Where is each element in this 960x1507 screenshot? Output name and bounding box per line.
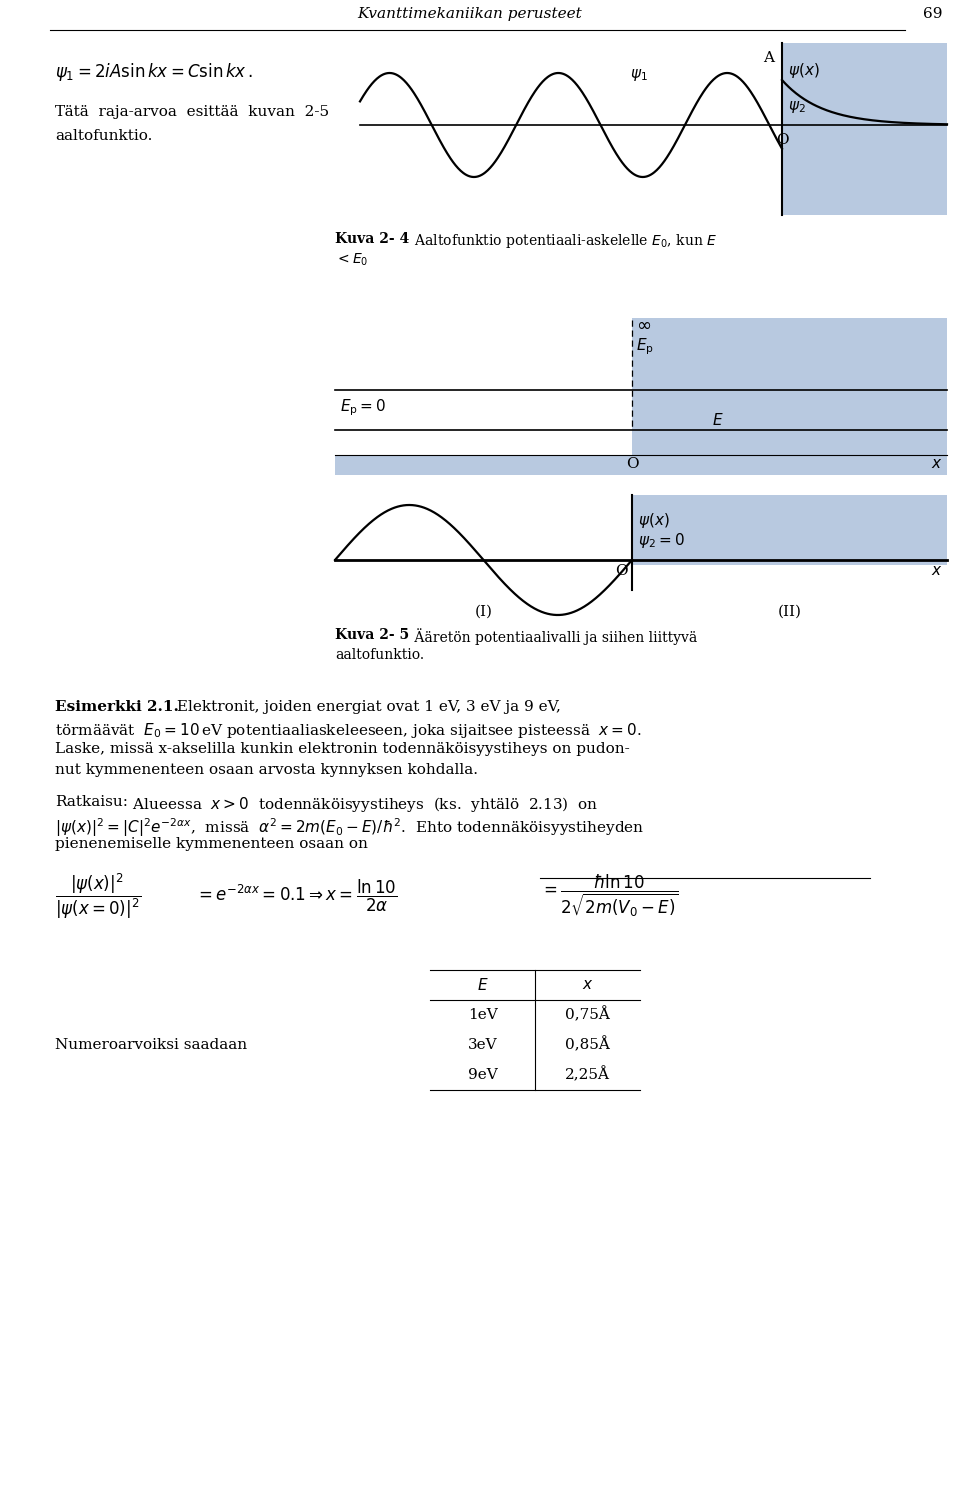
Bar [632, 318, 947, 455]
Text: Elektronit, joiden energiat ovat 1 eV, 3 eV ja 9 eV,: Elektronit, joiden energiat ovat 1 eV, 3… [172, 699, 561, 714]
Text: $\psi_1$: $\psi_1$ [630, 66, 648, 83]
Text: Ääretön potentiaalivalli ja siihen liittyvä: Ääretön potentiaalivalli ja siihen liitt… [410, 628, 697, 645]
Text: $\psi(x)$: $\psi(x)$ [638, 511, 670, 530]
Text: Tätä  raja-arvoa  esittää  kuvan  2-5: Tätä raja-arvoa esittää kuvan 2-5 [55, 105, 329, 119]
Text: $E$: $E$ [712, 411, 724, 428]
Text: Kuva 2- 4: Kuva 2- 4 [335, 232, 409, 246]
Bar [632, 494, 947, 565]
Text: 2,25Å: 2,25Å [565, 1067, 610, 1084]
Text: $x$: $x$ [582, 978, 593, 992]
Text: $|\psi(x)|^2 = |C|^2 e^{-2\alpha x}$,  missä  $\alpha^2 = 2m(E_0 - E)/\hbar^2$. : $|\psi(x)|^2 = |C|^2 e^{-2\alpha x}$, mi… [55, 815, 644, 839]
Text: $\psi_2$: $\psi_2$ [788, 99, 805, 115]
Text: $\psi_1 = 2iA\sin kx = C\sin kx\,.$: $\psi_1 = 2iA\sin kx = C\sin kx\,.$ [55, 60, 253, 83]
Text: $x$: $x$ [931, 564, 943, 579]
Text: (II): (II) [778, 604, 802, 619]
Text: 3eV: 3eV [468, 1038, 497, 1052]
Bar [782, 44, 947, 216]
Text: Laske, missä x-akselilla kunkin elektronin todennäköisyystiheys on pudon-: Laske, missä x-akselilla kunkin elektron… [55, 741, 630, 757]
Text: Aaltofunktio potentiaali-askelelle $E_0$, kun $E$: Aaltofunktio potentiaali-askelelle $E_0$… [410, 232, 717, 250]
Text: $= \dfrac{\hbar\ln 10}{2\sqrt{2m(V_0 - E)}}$: $= \dfrac{\hbar\ln 10}{2\sqrt{2m(V_0 - E… [540, 873, 679, 919]
Text: pienenemiselle kymmenenteen osaan on: pienenemiselle kymmenenteen osaan on [55, 836, 368, 851]
Text: $E$: $E$ [477, 977, 489, 993]
Bar [335, 455, 947, 475]
Text: 9eV: 9eV [468, 1068, 497, 1082]
Text: Alueessa  $x > 0$  todennäköisyystiheys  (ks.  yhtälö  2.13)  on: Alueessa $x > 0$ todennäköisyystiheys (k… [123, 796, 598, 814]
Text: 69: 69 [923, 8, 942, 21]
Text: $= e^{-2\alpha x} = 0.1 \Rightarrow x = \dfrac{\ln 10}{2\alpha}$: $= e^{-2\alpha x} = 0.1 \Rightarrow x = … [195, 879, 397, 915]
Text: $\psi(x)$: $\psi(x)$ [788, 60, 820, 80]
Text: O: O [615, 564, 628, 579]
Text: törmäävät  $E_0 = 10\,$eV potentiaaliaskeleeseen, joka sijaitsee pisteessä  $x =: törmäävät $E_0 = 10\,$eV potentiaaliaske… [55, 720, 641, 740]
Text: nut kymmenenteen osaan arvosta kynnyksen kohdalla.: nut kymmenenteen osaan arvosta kynnyksen… [55, 763, 478, 778]
Text: Kuva 2- 5: Kuva 2- 5 [335, 628, 409, 642]
Text: (I): (I) [474, 604, 492, 619]
Text: O: O [626, 457, 638, 472]
Text: $\dfrac{|\psi(x)|^2}{|\psi(x=0)|^2}$: $\dfrac{|\psi(x)|^2}{|\psi(x=0)|^2}$ [55, 871, 141, 921]
Text: Esimerkki 2.1.: Esimerkki 2.1. [55, 699, 179, 714]
Text: $\infty$: $\infty$ [636, 316, 651, 335]
Text: Numeroarvoiksi saadaan: Numeroarvoiksi saadaan [55, 1038, 247, 1052]
Text: $x$: $x$ [931, 457, 943, 472]
Text: $E_{\mathrm{p}} = 0$: $E_{\mathrm{p}} = 0$ [340, 398, 386, 419]
Text: $E_{\mathrm{p}}$: $E_{\mathrm{p}}$ [636, 336, 654, 357]
Text: 1eV: 1eV [468, 1008, 497, 1022]
Text: 0,75Å: 0,75Å [565, 1007, 610, 1023]
Text: Kvanttimekaniikan perusteet: Kvanttimekaniikan perusteet [358, 8, 583, 21]
Text: O: O [776, 133, 788, 148]
Text: A: A [763, 51, 774, 65]
Text: Ratkaisu:: Ratkaisu: [55, 796, 128, 809]
Text: $\psi_2 = 0$: $\psi_2 = 0$ [638, 530, 684, 550]
Text: aaltofunktio.: aaltofunktio. [335, 648, 424, 662]
Text: $<E_0$: $<E_0$ [335, 252, 369, 268]
Text: aaltofunktio.: aaltofunktio. [55, 130, 153, 143]
Text: 0,85Å: 0,85Å [565, 1037, 610, 1053]
